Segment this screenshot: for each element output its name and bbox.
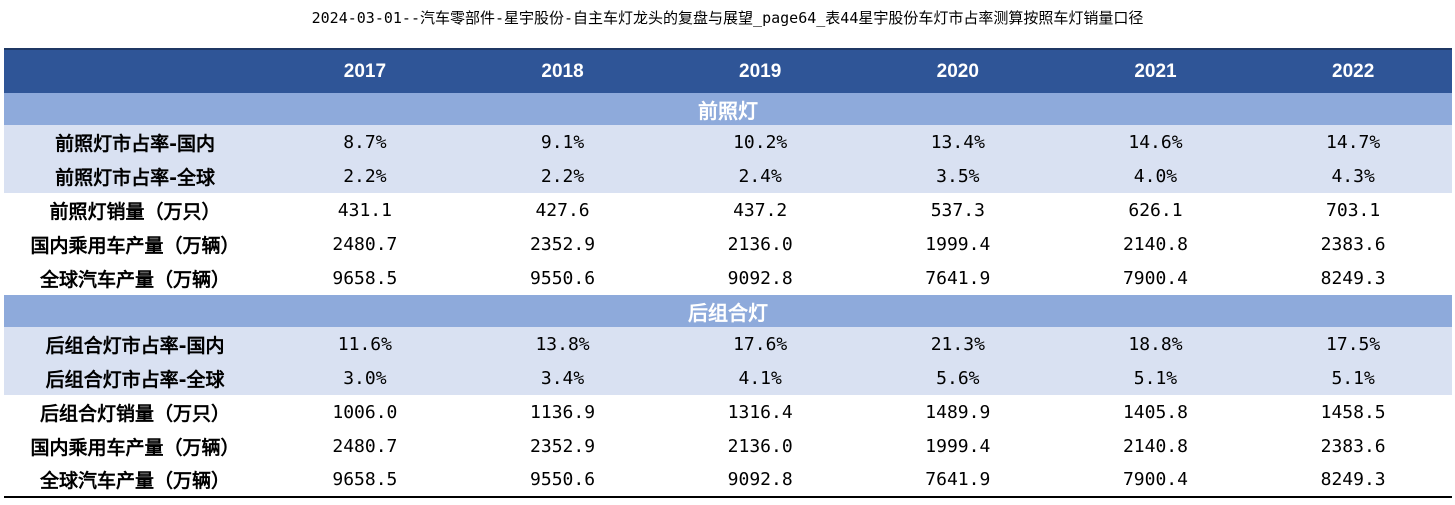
table-cell: 2383.6 xyxy=(1320,435,1386,457)
table-cell: 3.5% xyxy=(936,165,980,187)
row-label: 后组合灯销量（万只） xyxy=(40,402,231,425)
header-cell-year: 2022 xyxy=(1254,48,1452,93)
table-cell: 3.0% xyxy=(343,367,387,389)
table-row: 前照灯市占率-全球 2.2% 2.2% 2.4% 3.5% 4.0% 4.3% xyxy=(4,159,1452,193)
table-cell: 9092.8 xyxy=(661,463,859,498)
header-cell-year: 2018 xyxy=(463,48,662,93)
table-cell: 2140.8 xyxy=(1122,233,1188,255)
table-cell: 626.1 xyxy=(1128,199,1183,221)
table-cell: 1006.0 xyxy=(332,401,398,423)
table-cell: 2.4% xyxy=(738,165,782,187)
table-cell: 9550.6 xyxy=(530,267,596,289)
table-cell: 7900.4 xyxy=(1056,463,1255,498)
table-cell: 703.1 xyxy=(1326,199,1381,221)
table-cell: 1405.8 xyxy=(1122,401,1188,423)
table-row: 后组合灯市占率-国内 11.6% 13.8% 17.6% 21.3% 18.8% 17.5% xyxy=(4,327,1452,361)
table-cell: 8.7% xyxy=(343,131,387,153)
header-cell-year: 2021 xyxy=(1056,48,1255,93)
table-cell: 2.2% xyxy=(343,165,387,187)
header-cell-label xyxy=(4,48,267,93)
table-cell: 2136.0 xyxy=(727,435,793,457)
table-cell: 5.6% xyxy=(936,367,980,389)
table-cell: 17.6% xyxy=(733,333,788,355)
table-cell: 1489.9 xyxy=(925,401,991,423)
table-cell: 2140.8 xyxy=(1122,435,1188,457)
table-cell: 9.1% xyxy=(540,131,585,153)
table-cell: 437.2 xyxy=(733,199,788,221)
table-cell: 4.1% xyxy=(738,367,782,389)
table-row: 国内乘用车产量（万辆） 2480.7 2352.9 2136.0 1999.4 2140.… xyxy=(4,429,1452,463)
data-table: 2017 2018 2019 2020 2021 2022 前照灯 前照灯市占率-… xyxy=(4,48,1452,498)
table-cell: 21.3% xyxy=(930,333,985,355)
row-label: 国内乘用车产量（万辆） xyxy=(30,436,240,459)
table-cell: 9550.6 xyxy=(463,463,662,498)
row-label: 前照灯市占率-全球 xyxy=(55,166,215,189)
table-cell: 7900.4 xyxy=(1122,267,1188,289)
table-cell: 537.3 xyxy=(930,199,985,221)
table-cell: 3.4% xyxy=(540,367,585,389)
row-label: 全球汽车产量（万辆） xyxy=(40,268,231,291)
table-cell: 5.1% xyxy=(1133,367,1178,389)
table-cell: 1136.9 xyxy=(530,401,596,423)
table-cell: 14.6% xyxy=(1128,131,1183,153)
table-cell: 7641.9 xyxy=(925,267,991,289)
table-cell: 1316.4 xyxy=(727,401,793,423)
table-cell: 13.8% xyxy=(535,333,590,355)
table-cell: 2383.6 xyxy=(1320,233,1386,255)
table-cell: 9658.5 xyxy=(332,267,398,289)
section-row: 后组合灯 xyxy=(4,295,1452,327)
table-cell: 9658.5 xyxy=(266,463,464,498)
header-cell-year: 2019 xyxy=(661,48,859,93)
row-label: 前照灯销量（万只） xyxy=(49,200,221,223)
table-row: 国内乘用车产量（万辆） 2480.7 2352.9 2136.0 1999.4 2140.… xyxy=(4,227,1452,261)
header-cell-year: 2020 xyxy=(859,48,1057,93)
table-cell: 9092.8 xyxy=(727,267,793,289)
table-cell: 2480.7 xyxy=(332,233,398,255)
table-cell: 17.5% xyxy=(1326,333,1381,355)
table-row: 前照灯销量（万只） 431.1 427.6 437.2 537.3 626.1 703.1 xyxy=(4,193,1452,227)
table-row: 后组合灯市占率-全球 3.0% 3.4% 4.1% 5.6% 5.1% 5.1% xyxy=(4,361,1452,395)
table-cell: 2352.9 xyxy=(530,233,596,255)
table-cell: 2352.9 xyxy=(530,435,596,457)
section-title: 后组合灯 xyxy=(688,300,768,325)
table-row: 后组合灯销量（万只） 1006.0 1136.9 1316.4 1489.9 1405.8… xyxy=(4,395,1452,429)
row-label: 前照灯市占率-国内 xyxy=(55,132,215,155)
row-label: 国内乘用车产量（万辆） xyxy=(30,234,240,257)
table-cell: 10.2% xyxy=(733,131,788,153)
page-title: 2024-03-01--汽车零部件-星宇股份-自主车灯龙头的复盘与展望_page… xyxy=(311,9,1144,27)
header-row: 2017 2018 2019 2020 2021 2022 xyxy=(4,48,1452,93)
table-row: 前照灯市占率-国内 8.7% 9.1% 10.2% 13.4% 14.6% 14.7% xyxy=(4,125,1452,159)
table-row: 全球汽车产量（万辆） 9658.5 9550.6 9092.8 7641.9 7900.4… xyxy=(4,261,1452,295)
table-cell: 8249.3 xyxy=(1320,267,1386,289)
section-row: 前照灯 xyxy=(4,93,1452,125)
table-cell: 1999.4 xyxy=(925,233,991,255)
table-cell: 13.4% xyxy=(930,131,985,153)
header-cell-year: 2017 xyxy=(266,48,464,93)
row-label: 后组合灯市占率-国内 xyxy=(45,334,225,357)
section-title: 前照灯 xyxy=(698,98,758,123)
table-cell: 8249.3 xyxy=(1254,463,1452,498)
table-cell: 18.8% xyxy=(1128,333,1183,355)
table-cell: 4.0% xyxy=(1133,165,1178,187)
table-row: 全球汽车产量（万辆） 9658.5 9550.6 9092.8 7641.9 7900.4… xyxy=(4,463,1452,498)
table-cell: 2480.7 xyxy=(332,435,398,457)
table-cell: 5.1% xyxy=(1331,367,1375,389)
table-cell: 1999.4 xyxy=(925,435,991,457)
table-cell: 2.2% xyxy=(540,165,585,187)
table-cell: 11.6% xyxy=(337,333,392,355)
table-cell: 427.6 xyxy=(535,199,590,221)
table-cell: 1458.5 xyxy=(1320,401,1386,423)
table-cell: 7641.9 xyxy=(859,463,1057,498)
table-cell: 4.3% xyxy=(1331,165,1375,187)
table-cell: 431.1 xyxy=(337,199,392,221)
table-cell: 2136.0 xyxy=(727,233,793,255)
row-label: 全球汽车产量（万辆） xyxy=(4,463,267,498)
table-cell: 14.7% xyxy=(1326,131,1381,153)
row-label: 后组合灯市占率-全球 xyxy=(45,368,225,391)
